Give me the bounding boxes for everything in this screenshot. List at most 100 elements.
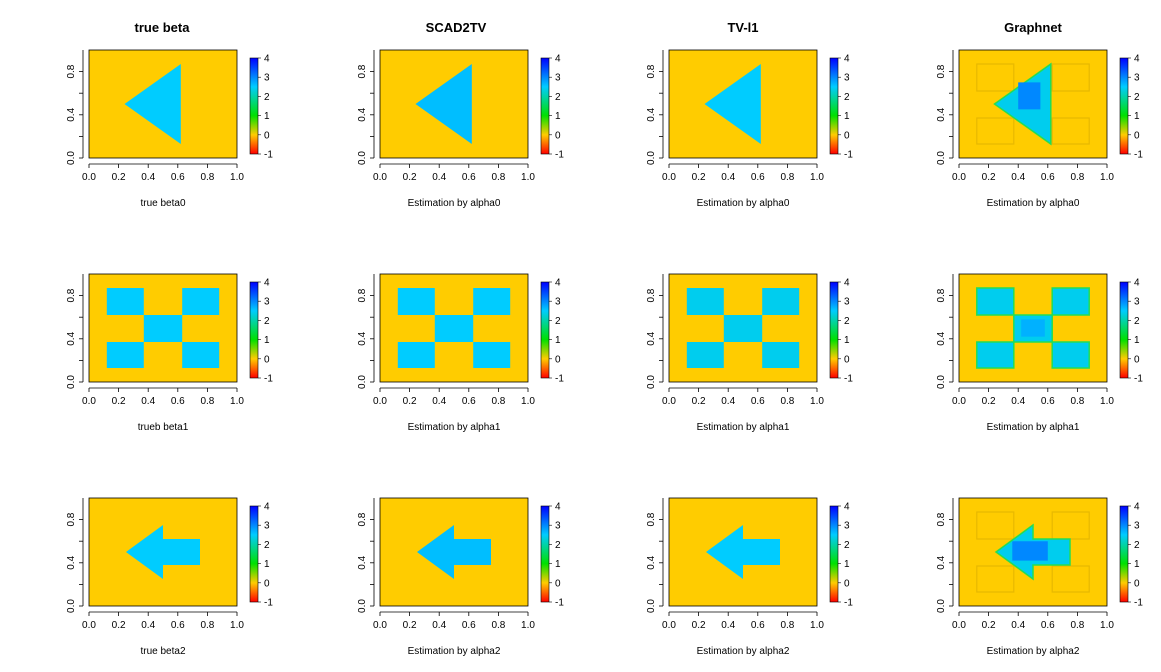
x-tick-label: 0.2	[112, 172, 126, 183]
x-tick-label: 0.0	[952, 172, 966, 183]
x-axis-label: Estimation by alpha2	[408, 646, 501, 657]
colorbar-tick-label: 1	[1134, 559, 1140, 570]
x-tick-label: 0.2	[982, 396, 996, 407]
colorbar-tick-label: 0	[1134, 354, 1140, 365]
x-tick-label: 0.6	[171, 396, 185, 407]
signal-region	[397, 342, 435, 368]
colorbar	[829, 505, 839, 603]
x-tick-label: 0.6	[1041, 172, 1055, 183]
colorbar-tick-label: 1	[844, 335, 850, 346]
signal-region	[723, 315, 763, 342]
signal-region	[124, 64, 181, 144]
y-tick-label: 0.8	[646, 64, 657, 78]
colorbar-tick-label: 3	[264, 297, 270, 308]
colorbar-tick-label: 1	[844, 559, 850, 570]
x-tick-label: 1.0	[521, 172, 535, 183]
x-tick-label: 0.4	[721, 172, 735, 183]
x-tick-label: 0.0	[662, 172, 676, 183]
colorbar-tick-label: 2	[844, 316, 850, 327]
x-tick-label: 0.2	[112, 620, 126, 631]
y-tick-label: 0.8	[66, 64, 77, 78]
colorbar-tick-label: -1	[1134, 374, 1143, 385]
colorbar-tick-label: 4	[1134, 502, 1140, 513]
x-tick-label: 0.0	[373, 620, 387, 631]
signal-region	[473, 342, 511, 368]
heatmap-panel: 0.0 0.2 0.4 0.6 0.8 1.0 0.0 0.4 0.8 Estimation by…	[357, 49, 564, 209]
x-axis-label: Estimation by alpha0	[987, 198, 1080, 209]
x-tick-label: 0.4	[141, 172, 155, 183]
signal-region	[976, 341, 1015, 369]
y-tick-label: 0.8	[646, 288, 657, 302]
x-tick-label: 0.6	[462, 396, 476, 407]
signal-core	[1012, 541, 1048, 561]
x-tick-label: 0.0	[952, 620, 966, 631]
colorbar-tick-label: 0	[264, 354, 270, 365]
colorbar-tick-label: 4	[844, 502, 850, 513]
x-tick-label: 0.0	[82, 172, 96, 183]
signal-region	[106, 288, 144, 315]
y-tick-label: 0.0	[357, 151, 368, 165]
y-tick-label: 0.0	[646, 599, 657, 613]
x-tick-label: 1.0	[230, 396, 244, 407]
ghost-artifact	[976, 511, 1015, 540]
y-tick-label: 0.4	[646, 331, 657, 345]
column-title: SCAD2TV	[426, 20, 487, 35]
y-tick-label: 0.8	[936, 288, 947, 302]
x-axis-label: Estimation by alpha0	[697, 198, 790, 209]
colorbar-tick-label: 2	[264, 92, 270, 103]
colorbar-tick-label: 1	[844, 111, 850, 122]
colorbar-tick-label: 2	[264, 316, 270, 327]
colorbar-tick-label: 2	[1134, 540, 1140, 551]
x-axis-label: Estimation by alpha1	[408, 422, 501, 433]
plot-frame	[958, 273, 1108, 383]
x-tick-label: 0.2	[982, 620, 996, 631]
plot-frame	[958, 497, 1108, 607]
x-tick-label: 0.2	[403, 396, 417, 407]
colorbar-tick-label: 2	[264, 540, 270, 551]
x-axis-label: trueb beta1	[138, 422, 189, 433]
x-tick-label: 0.6	[462, 172, 476, 183]
signal-region	[1051, 341, 1090, 369]
heatmap-panel: 0.0 0.2 0.4 0.6 0.8 1.0 0.0 0.4 0.8 Estimation by…	[936, 49, 1143, 209]
y-tick-label: 0.4	[357, 331, 368, 345]
colorbar-tick-label: -1	[555, 150, 564, 161]
x-tick-label: 0.8	[200, 172, 214, 183]
x-tick-label: 0.2	[403, 172, 417, 183]
heatmap-panel: 0.0 0.2 0.4 0.6 0.8 1.0 0.0 0.4 0.8 Estimation by…	[646, 49, 853, 209]
x-tick-label: 0.6	[171, 172, 185, 183]
y-tick-label: 0.4	[357, 555, 368, 569]
x-tick-label: 0.4	[141, 620, 155, 631]
colorbar	[1119, 281, 1129, 379]
signal-region	[417, 525, 491, 579]
plot-frame	[379, 49, 529, 159]
signal-region	[126, 525, 200, 579]
y-tick-label: 0.4	[357, 107, 368, 121]
x-tick-label: 0.2	[112, 396, 126, 407]
x-tick-label: 0.0	[952, 396, 966, 407]
y-tick-label: 0.0	[936, 151, 947, 165]
x-tick-label: 0.8	[1070, 396, 1084, 407]
x-tick-label: 0.4	[721, 396, 735, 407]
ghost-artifact	[1051, 117, 1090, 145]
colorbar-tick-label: 2	[555, 316, 561, 327]
colorbar-tick-label: -1	[844, 374, 853, 385]
colorbar-tick-label: 1	[555, 559, 561, 570]
colorbar-tick-label: -1	[844, 598, 853, 609]
x-tick-label: 0.8	[780, 620, 794, 631]
colorbar-tick-label: 3	[555, 297, 561, 308]
colorbar	[1119, 505, 1129, 603]
x-tick-label: 0.6	[751, 620, 765, 631]
x-axis-label: Estimation by alpha0	[408, 198, 501, 209]
x-tick-label: 0.6	[171, 620, 185, 631]
signal-region	[1051, 287, 1090, 316]
colorbar-tick-label: -1	[264, 150, 273, 161]
y-tick-label: 0.8	[66, 512, 77, 526]
x-axis-label: true beta2	[140, 646, 185, 657]
y-tick-label: 0.0	[357, 599, 368, 613]
plot-frame	[88, 497, 238, 607]
colorbar-tick-label: 1	[1134, 335, 1140, 346]
signal-region	[397, 288, 435, 315]
x-axis-label: Estimation by alpha2	[987, 646, 1080, 657]
x-tick-label: 0.4	[432, 396, 446, 407]
y-tick-label: 0.4	[646, 107, 657, 121]
